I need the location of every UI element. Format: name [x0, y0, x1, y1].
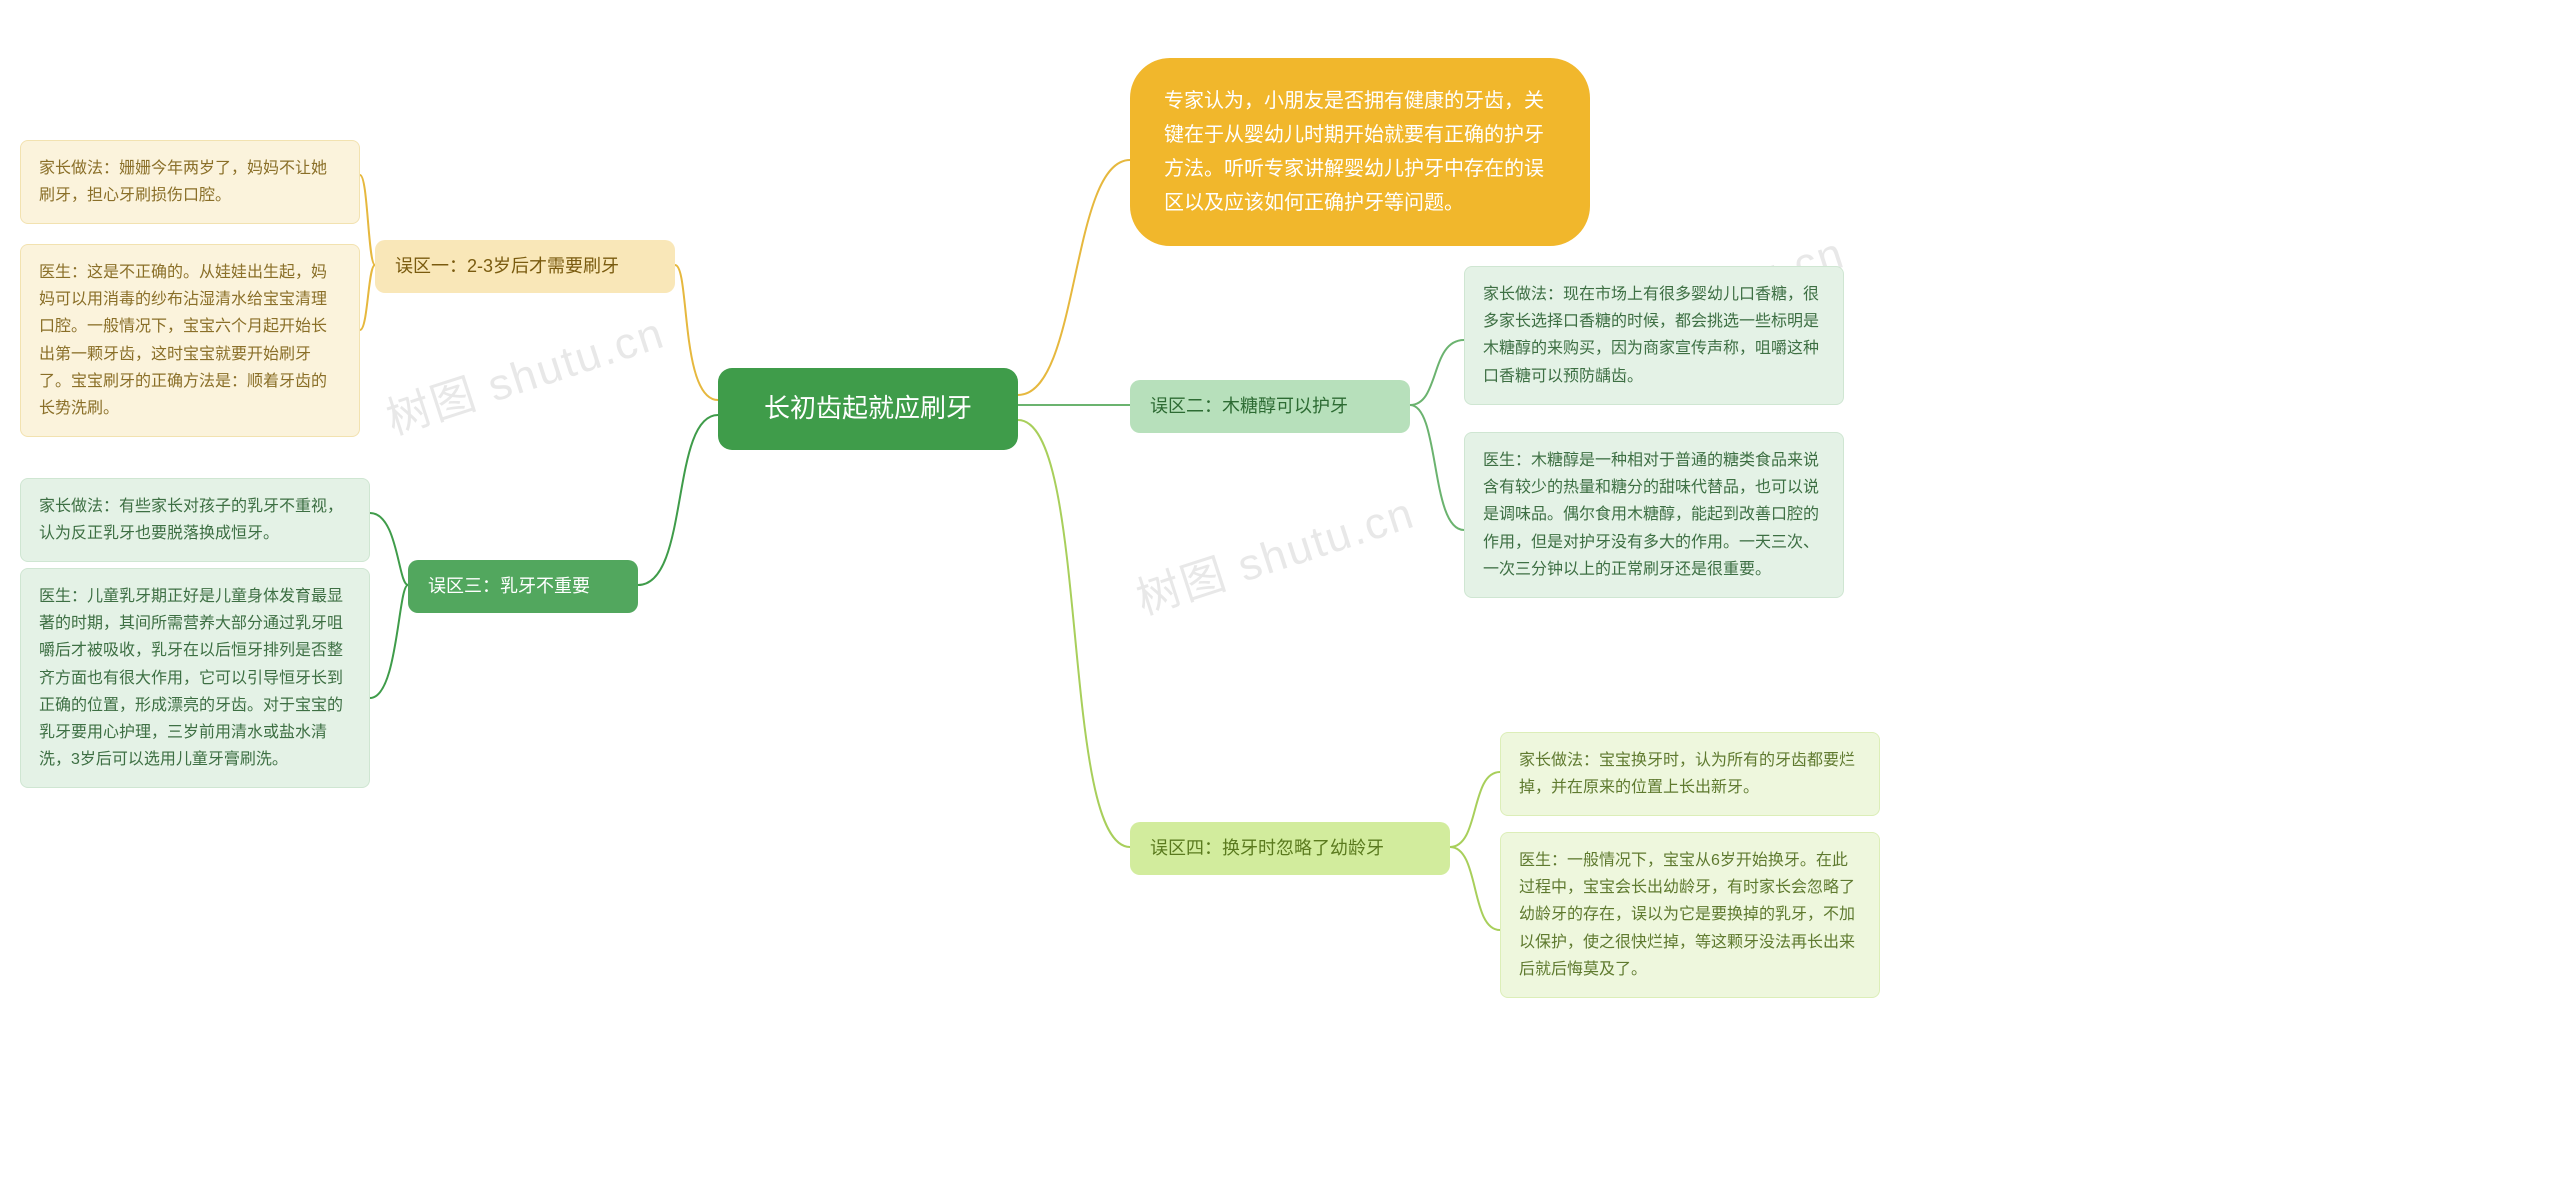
edge-b1-d0 [360, 175, 375, 265]
branch-1-detail-1: 医生：这是不正确的。从娃娃出生起，妈妈可以用消毒的纱布沾湿清水给宝宝清理口腔。一… [20, 244, 360, 437]
edge-center-intro [1018, 160, 1130, 395]
branch-1[interactable]: 误区一：2-3岁后才需要刷牙 [375, 240, 675, 293]
edge-b2-d1 [1410, 405, 1464, 530]
branch-4-detail-1: 医生：一般情况下，宝宝从6岁开始换牙。在此过程中，宝宝会长出幼龄牙，有时家长会忽… [1500, 832, 1880, 998]
branch-3-detail-1: 医生：儿童乳牙期正好是儿童身体发育最显著的时期，其间所需营养大部分通过乳牙咀嚼后… [20, 568, 370, 788]
edge-b3-d0 [370, 513, 408, 585]
intro-node[interactable]: 专家认为，小朋友是否拥有健康的牙齿，关键在于从婴幼儿时期开始就要有正确的护牙方法… [1130, 58, 1590, 246]
watermark: 树图 shutu.cn [377, 297, 671, 447]
edge-b3-d1 [370, 585, 408, 698]
branch-1-detail-0: 家长做法：姗姗今年两岁了，妈妈不让她刷牙，担心牙刷损伤口腔。 [20, 140, 360, 224]
branch-2-detail-1: 医生：木糖醇是一种相对于普通的糖类食品来说含有较少的热量和糖分的甜味代替品，也可… [1464, 432, 1844, 598]
branch-3[interactable]: 误区三：乳牙不重要 [408, 560, 638, 613]
branch-3-detail-0: 家长做法：有些家长对孩子的乳牙不重视，认为反正乳牙也要脱落换成恒牙。 [20, 478, 370, 562]
edge-b2-d0 [1410, 340, 1464, 405]
center-node[interactable]: 长初齿起就应刷牙 [718, 368, 1018, 450]
edge-b1-d1 [360, 265, 375, 330]
edge-b4-d1 [1450, 847, 1500, 930]
branch-4[interactable]: 误区四：换牙时忽略了幼龄牙 [1130, 822, 1450, 875]
branch-2-detail-0: 家长做法：现在市场上有很多婴幼儿口香糖，很多家长选择口香糖的时候，都会挑选一些标… [1464, 266, 1844, 405]
branch-4-detail-0: 家长做法：宝宝换牙时，认为所有的牙齿都要烂掉，并在原来的位置上长出新牙。 [1500, 732, 1880, 816]
edge-center-b4 [1018, 420, 1130, 847]
watermark: 树图 shutu.cn [1127, 477, 1421, 627]
edge-center-b3 [638, 415, 718, 585]
branch-2[interactable]: 误区二：木糖醇可以护牙 [1130, 380, 1410, 433]
edge-b4-d0 [1450, 772, 1500, 847]
edge-center-b1 [675, 265, 718, 400]
